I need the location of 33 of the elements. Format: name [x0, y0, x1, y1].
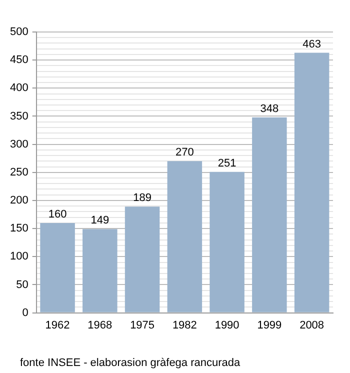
bar — [294, 52, 330, 312]
data-label: 149 — [90, 214, 110, 227]
y-tick-label: 0 — [22, 306, 28, 319]
data-label: 270 — [175, 146, 194, 159]
y-tick-label: 450 — [10, 54, 28, 66]
data-label: 251 — [218, 157, 236, 170]
data-label: 160 — [48, 208, 67, 220]
x-tick-label: 1975 — [130, 319, 155, 332]
x-tick-label: 2008 — [300, 319, 324, 332]
data-label: 463 — [302, 38, 321, 50]
bar — [252, 117, 287, 312]
bar — [82, 229, 118, 312]
bar — [124, 206, 160, 312]
y-tick-label: 200 — [10, 194, 28, 207]
y-tick-label: 400 — [10, 82, 28, 94]
source-note: fonte INSEE - elaborasion gràfega rancurada — [20, 357, 242, 369]
x-tick-label: 1999 — [257, 319, 282, 332]
bar — [210, 172, 244, 312]
x-tick-label: 1982 — [172, 319, 197, 332]
y-tick-label: 100 — [10, 250, 28, 263]
y-tick-label: 250 — [10, 166, 28, 178]
y-tick-label: 150 — [10, 222, 28, 235]
x-tick-label: 1990 — [214, 319, 240, 332]
data-label: 348 — [260, 102, 279, 115]
y-tick-label: 500 — [10, 26, 28, 38]
y-tick-label: 50 — [16, 278, 28, 291]
x-tick-label: 1962 — [45, 319, 70, 332]
bar — [167, 161, 202, 312]
bar — [40, 222, 75, 312]
y-tick-label: 350 — [10, 110, 28, 122]
x-tick-label: 1968 — [88, 319, 112, 332]
y-tick-label: 300 — [10, 138, 28, 150]
data-label: 189 — [133, 192, 152, 204]
